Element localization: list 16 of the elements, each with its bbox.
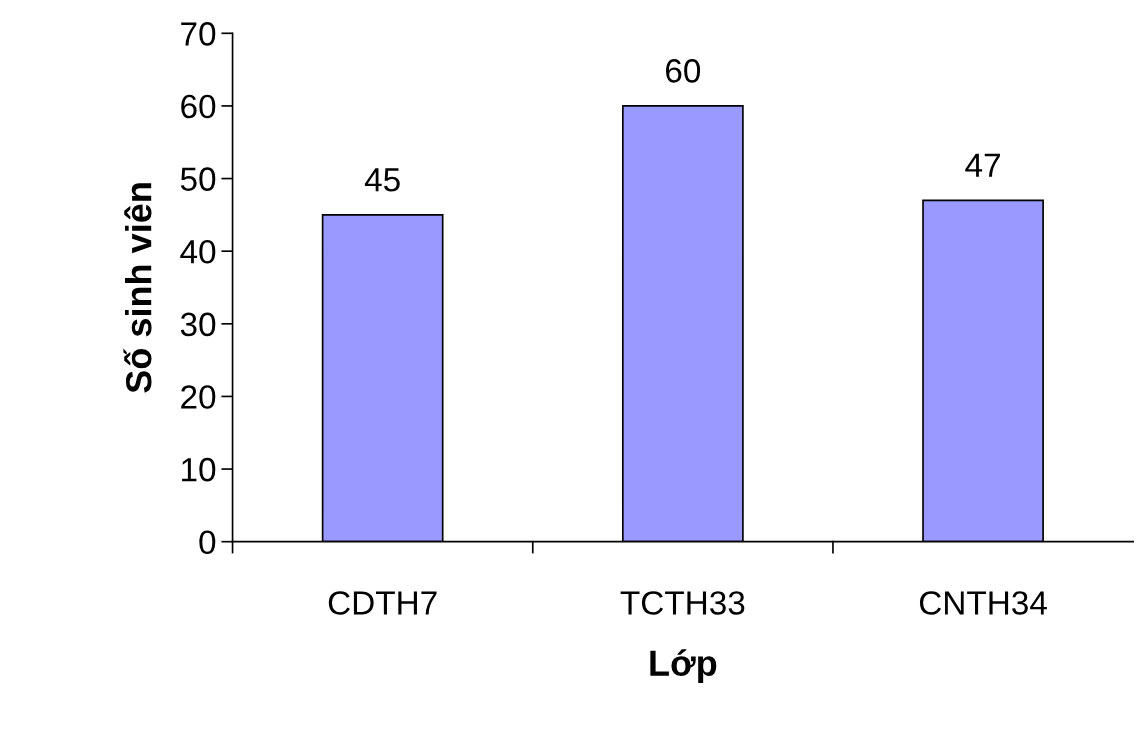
x-tick-label: CNTH34 [919,591,1047,615]
data-label: 47 [965,153,1000,177]
data-label: 45 [364,168,400,192]
y-tick-label: 0 [199,530,216,555]
y-tick-label: 70 [181,22,216,46]
x-axis-title: Lớp [650,649,717,684]
x-tick-label: CDTH7 [328,591,437,615]
y-tick-label: 60 [181,94,216,119]
data-label: 60 [666,59,701,83]
y-tick-label: 50 [180,167,216,191]
y-tick-label: 30 [180,312,216,337]
y-tick-label: 20 [181,385,216,409]
y-tick-label: 40 [180,239,216,264]
x-tick-label: TCTH33 [620,591,745,615]
y-tick-label: 10 [182,457,216,482]
y-axis-title: Số sinh viên [123,183,152,393]
